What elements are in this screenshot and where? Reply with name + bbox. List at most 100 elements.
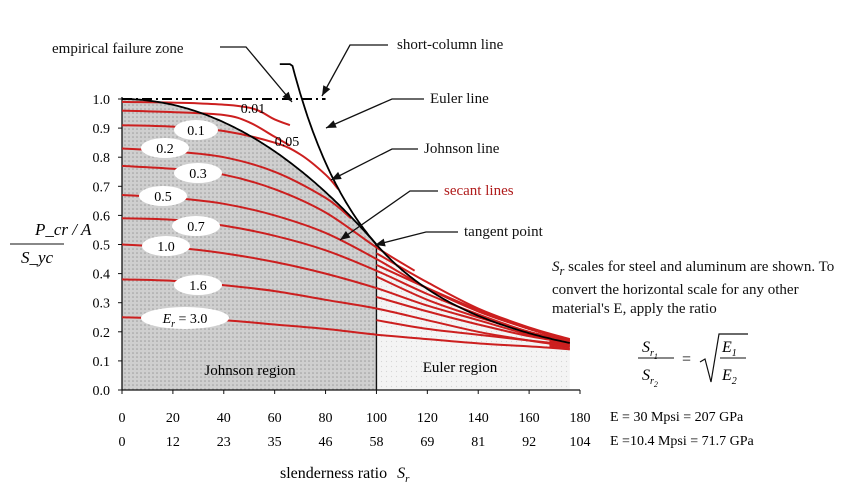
- secant-label-oval: [142, 236, 190, 256]
- secant-label: 0.7: [187, 220, 205, 235]
- secant-line-extra-4: [376, 319, 570, 346]
- secant-label: 0.05: [275, 135, 300, 150]
- formula-rhs-numerator: E1: [721, 339, 737, 359]
- secant-line-1: [121, 109, 291, 147]
- arrow-secant-lines-head: [340, 230, 351, 240]
- y-tick-label: 0.3: [93, 297, 111, 312]
- x-tick-label-steel: 80: [319, 411, 333, 426]
- arrow-empirical-failure-zone: [220, 46, 293, 103]
- secant-label: 1.6: [189, 279, 207, 294]
- arrow-tangent-point-head: [375, 238, 386, 247]
- secant-bundle-line: [549, 340, 570, 346]
- formula-rhs-denominator: E2: [721, 367, 737, 387]
- annotations-group: empirical failure zone short-column line E…: [52, 37, 544, 247]
- secant-line-extra-1: [375, 263, 571, 341]
- arrow-empirical-failure-zone-head: [282, 91, 292, 102]
- secant-label-oval: [174, 275, 222, 295]
- secant-bundle-line: [549, 341, 570, 347]
- arrow-secant-lines: [339, 190, 438, 241]
- secant-label-oval: [141, 138, 189, 158]
- y-axis-label-numerator: P_cr / A: [34, 220, 92, 239]
- annotation-johnson-line: Johnson line: [424, 141, 500, 157]
- annotation-secant-lines: secant lines: [444, 183, 514, 199]
- formula-lhs-denominator: Sr2: [642, 367, 658, 389]
- x-tick-label-aluminum: 69: [420, 435, 434, 450]
- arrow-short-column-line-head: [322, 85, 331, 96]
- secant-labels-group: 0.01 0.05 0.1 0.2 0.3 0.5 0.7 1.0 1.6 Er = 3.0: [139, 102, 299, 330]
- arrow-euler-line: [325, 98, 424, 129]
- secant-label: 0.01: [241, 102, 266, 117]
- y-tick-label: 1.0: [93, 93, 111, 108]
- secant-label-oval: [141, 307, 229, 329]
- secant-line-4: [121, 164, 416, 272]
- secant-line-extra-3: [376, 295, 570, 344]
- x-tick-label-aluminum: 58: [369, 435, 383, 450]
- secant-label: 0.3: [189, 167, 207, 182]
- note-variable-sub: r: [559, 264, 565, 278]
- scale-conversion-note: Sr scales for steel and aluminum are sho…: [552, 258, 852, 319]
- x-tick-label-aluminum: 81: [471, 435, 485, 450]
- secant-label: 0.1: [187, 124, 205, 139]
- annotation-empirical-failure-zone: empirical failure zone: [52, 41, 184, 57]
- arrow-johnson-line: [330, 148, 418, 181]
- y-tick-label: 0.9: [93, 122, 111, 137]
- secant-bundle-line: [549, 345, 570, 351]
- annotation-short-column-line: short-column line: [397, 37, 504, 53]
- secant-bundle-line: [549, 336, 570, 342]
- x-tick-label-steel: 20: [166, 411, 180, 426]
- y-tick-label: 0.7: [93, 180, 111, 195]
- secant-label-oval: [174, 163, 222, 183]
- x-tick-label-aluminum: 35: [268, 435, 282, 450]
- formula-equals: =: [682, 351, 691, 368]
- euler-region-fill: [376, 244, 570, 390]
- x-tick-label-steel: 160: [519, 411, 540, 426]
- secant-line-7: [121, 243, 571, 345]
- secant-label: 1.0: [157, 240, 175, 255]
- secant-line-0: [121, 100, 291, 127]
- y-tick-label: 0.1: [93, 355, 111, 370]
- x-tick-label-aluminum: 46: [319, 435, 333, 450]
- x-tick-label-steel: 180: [570, 411, 591, 426]
- johnson-region-label: Johnson region: [204, 363, 296, 379]
- x-tick-label-steel: 40: [217, 411, 231, 426]
- note-text: scales for steel and aluminum are shown.…: [552, 259, 835, 317]
- aluminum-scale-label: E =10.4 Mpsi = 71.7 GPa: [610, 434, 755, 449]
- x-tick-label-aluminum: 23: [217, 435, 231, 450]
- arrow-tangent-point: [374, 231, 458, 246]
- secant-label: 0.5: [154, 190, 172, 205]
- y-tick-label: 0.4: [93, 268, 111, 283]
- chart-axes: 0.0 0.1 0.2 0.3 0.4 0.5 0.6 0.7 0.8 0.9 1.0 0 0 20 12 4…: [93, 93, 591, 450]
- arrow-short-column-line: [321, 44, 388, 97]
- x-tick-label-steel: 100: [366, 411, 387, 426]
- euler-curve: [279, 63, 570, 344]
- annotation-tangent-point: tangent point: [464, 224, 544, 240]
- x-tick-label-aluminum: 0: [119, 435, 126, 450]
- y-tick-label: 0.6: [93, 209, 111, 224]
- y-tick-label: 0.5: [93, 239, 111, 254]
- y-tick-label: 0.8: [93, 151, 111, 166]
- arrow-euler-line-head: [326, 120, 337, 128]
- x-tick-label-steel: 120: [417, 411, 438, 426]
- x-axis-label: slenderness ratio Sr: [280, 465, 410, 485]
- steel-scale-label: E = 30 Mpsi = 207 GPa: [610, 410, 744, 425]
- secant-label-oval: [172, 216, 220, 236]
- arrow-johnson-line-head: [331, 171, 342, 180]
- note-variable: S: [552, 259, 560, 275]
- x-tick-label-aluminum: 12: [166, 435, 180, 450]
- secant-line-extra-2: [375, 275, 571, 343]
- secant-label-oval: [139, 186, 187, 206]
- y-axis-label-denominator: S_yc: [21, 248, 54, 267]
- euler-region-label: Euler region: [423, 360, 498, 376]
- formula-sqrt-sign: [699, 333, 748, 383]
- y-tick-label: 0.2: [93, 326, 111, 341]
- x-tick-label-steel: 0: [119, 411, 126, 426]
- x-tick-label-aluminum: 104: [570, 435, 591, 450]
- scale-ratio-formula: Sr1 Sr2 = E1 E2: [638, 333, 748, 389]
- x-tick-label-steel: 140: [468, 411, 489, 426]
- main-curves-group: [122, 63, 570, 344]
- secant-line-extra-0: [375, 252, 571, 341]
- x-tick-label-steel: 60: [268, 411, 282, 426]
- formula-lhs-numerator: Sr1: [642, 339, 658, 361]
- secant-bundle-line: [549, 343, 570, 349]
